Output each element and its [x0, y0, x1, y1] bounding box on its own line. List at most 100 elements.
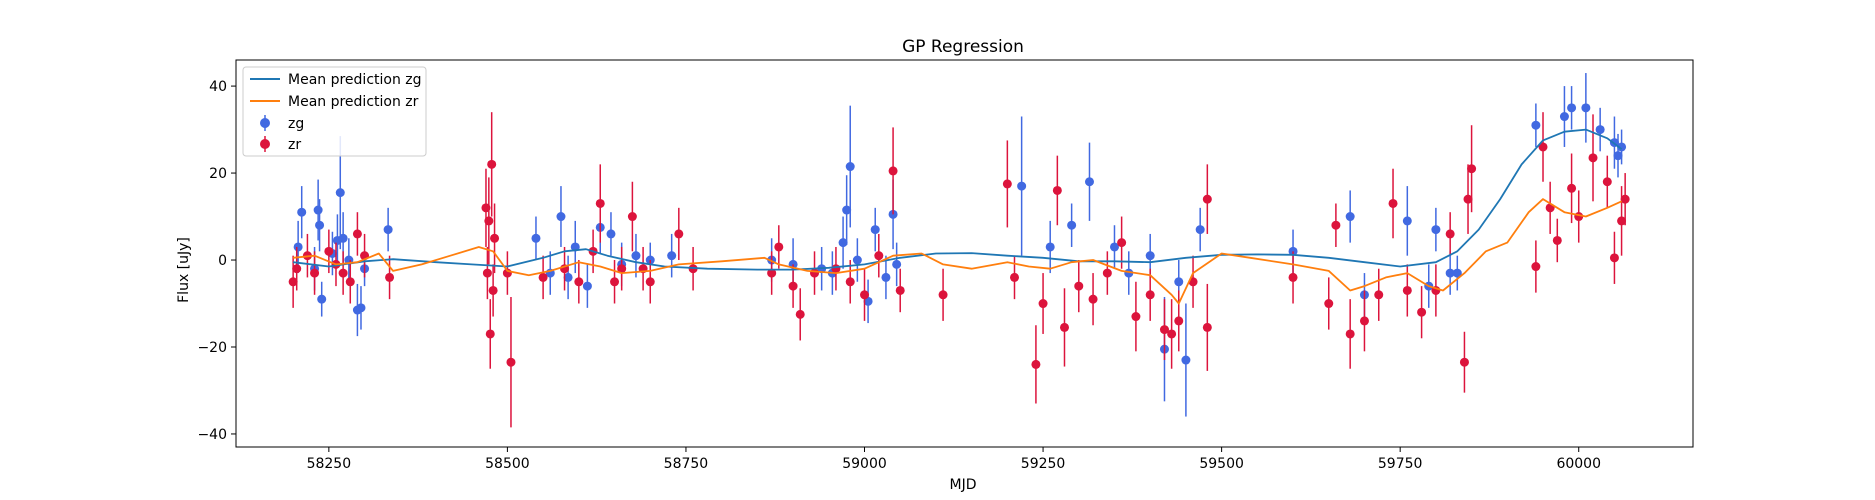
- point-zg: [1452, 268, 1462, 278]
- point-zr: [1402, 285, 1412, 295]
- point-zg: [531, 233, 541, 243]
- x-tick-label: 58750: [664, 456, 709, 472]
- series-zr: [288, 112, 1630, 428]
- point-zr: [610, 277, 620, 287]
- x-tick-label: 60000: [1556, 456, 1601, 472]
- point-zr: [1463, 194, 1473, 204]
- x-tick-label: 59500: [1199, 456, 1244, 472]
- point-zr: [1167, 329, 1177, 339]
- point-zr: [674, 229, 684, 239]
- point-zg: [852, 255, 862, 265]
- legend-label-zg-line: Mean prediction zg: [288, 72, 422, 88]
- series-zg: [293, 73, 1627, 417]
- point-zr: [1602, 177, 1612, 187]
- point-zr: [385, 272, 395, 282]
- point-zr: [506, 357, 516, 367]
- point-zg: [1174, 277, 1184, 287]
- point-zr: [1174, 316, 1184, 326]
- point-zg: [1067, 220, 1077, 230]
- point-zr: [895, 285, 905, 295]
- point-zr: [482, 268, 492, 278]
- point-zr: [1202, 194, 1212, 204]
- point-zr: [810, 268, 820, 278]
- point-zr: [788, 281, 798, 291]
- plot-area: 58250 58500 58750 59000 59250 59500 59750 60000…: [197, 59, 1694, 472]
- point-zr: [1145, 290, 1155, 300]
- point-zg: [1145, 251, 1155, 261]
- point-zr: [1002, 179, 1012, 189]
- legend-marker-zg: [260, 118, 270, 128]
- point-zg: [1017, 181, 1027, 191]
- point-zg: [1402, 216, 1412, 226]
- point-zr: [645, 277, 655, 287]
- point-zg: [317, 294, 327, 304]
- point-zr: [1009, 272, 1019, 282]
- point-zr: [1038, 299, 1048, 309]
- point-zg: [1617, 142, 1627, 152]
- point-zr: [1359, 316, 1369, 326]
- point-zr: [338, 268, 348, 278]
- y-tick-label: −20: [197, 340, 227, 356]
- legend: Mean prediction zg Mean prediction zr zg…: [242, 66, 427, 157]
- point-zr: [1620, 194, 1630, 204]
- point-zg: [1445, 268, 1455, 278]
- point-zr: [767, 268, 777, 278]
- point-zr: [1374, 290, 1384, 300]
- point-zr: [1031, 359, 1041, 369]
- point-zg: [1567, 103, 1577, 113]
- point-zr: [1102, 268, 1112, 278]
- point-zr: [345, 277, 355, 287]
- axes-frame: [235, 59, 1694, 448]
- y-tick-label: −40: [197, 427, 227, 443]
- point-zr: [795, 309, 805, 319]
- point-zr: [1074, 281, 1084, 291]
- point-zg: [845, 162, 855, 172]
- point-zr: [538, 272, 548, 282]
- chart-title: GP Regression: [902, 37, 1024, 57]
- point-zg: [631, 251, 641, 261]
- data-marks: [288, 73, 1630, 428]
- point-zr: [288, 277, 298, 287]
- x-tick-label: 58500: [485, 456, 530, 472]
- point-zr: [1417, 307, 1427, 317]
- point-zr: [1159, 325, 1169, 335]
- point-zr: [487, 159, 497, 169]
- point-zr: [1552, 235, 1562, 245]
- point-zg: [1084, 177, 1094, 187]
- point-zr: [1531, 262, 1541, 272]
- point-zr: [1331, 220, 1341, 230]
- point-zr: [485, 329, 495, 339]
- mean-prediction-zr-line: [293, 198, 1622, 305]
- legend-marker-zr: [260, 139, 270, 149]
- point-zr: [481, 203, 491, 213]
- point-zr: [938, 290, 948, 300]
- point-zg: [1431, 225, 1441, 235]
- point-zg: [892, 259, 902, 269]
- point-zr: [1288, 272, 1298, 282]
- point-zg: [881, 272, 891, 282]
- point-zg: [313, 205, 323, 215]
- point-zg: [842, 205, 852, 215]
- point-zg: [1559, 112, 1569, 122]
- legend-label-zr: zr: [288, 137, 301, 153]
- point-zr: [774, 242, 784, 252]
- x-axis-label: MJD: [950, 477, 977, 493]
- point-zr: [888, 166, 898, 176]
- point-zr: [1202, 322, 1212, 332]
- y-tick-label: 0: [218, 253, 227, 269]
- point-zr: [488, 285, 498, 295]
- y-tick-label: 20: [209, 166, 227, 182]
- point-zg: [297, 207, 307, 217]
- point-zr: [1052, 185, 1062, 195]
- point-zg: [1181, 355, 1191, 365]
- point-zg: [556, 212, 566, 222]
- point-zg: [582, 281, 592, 291]
- point-zr: [1567, 183, 1577, 193]
- point-zr: [1345, 329, 1355, 339]
- point-zg: [1345, 212, 1355, 222]
- point-zr: [352, 229, 362, 239]
- x-tick-label: 59250: [1021, 456, 1066, 472]
- point-zr: [1324, 299, 1334, 309]
